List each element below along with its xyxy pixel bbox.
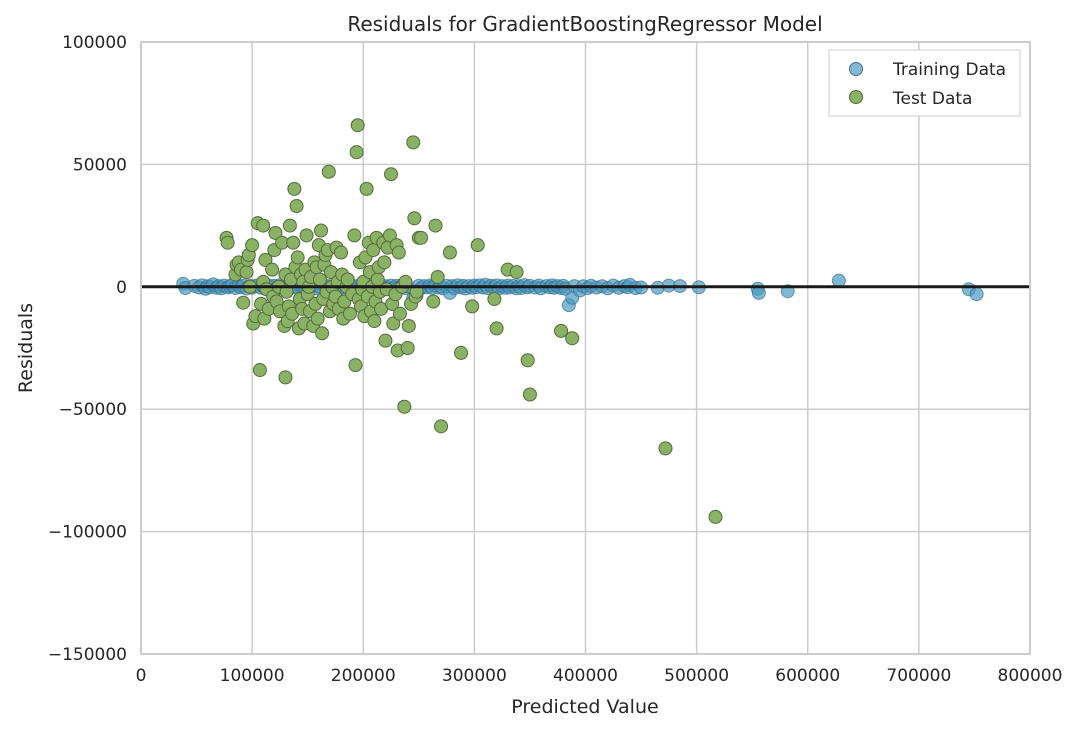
test-point [342,306,357,321]
test-point [239,265,254,280]
test-point [256,218,271,233]
test-point [434,419,449,434]
test-point [470,238,485,253]
x-tick-label: 700000 [886,666,951,686]
test-point [384,167,399,182]
x-tick-label: 200000 [331,666,396,686]
training-point [969,287,984,302]
training-point [751,285,766,300]
y-tick-label: 50000 [73,155,127,175]
test-point [334,245,349,260]
plot-frame [140,41,1031,655]
test-point [278,370,293,385]
test-point [314,223,329,238]
test-point [554,323,569,338]
x-tick-label: 300000 [442,666,507,686]
training-point [831,273,846,288]
test-point [268,225,283,240]
test-point [236,295,251,310]
test-point [290,250,305,265]
test-point [252,363,267,378]
legend-label-test: Test Data [892,89,972,109]
test-point [522,387,537,402]
test-point [407,211,422,226]
test-point [409,284,424,299]
test-point [258,252,273,267]
test-point [279,284,294,299]
test-point [312,272,327,287]
legend-marker-test [849,90,863,104]
x-tick-label: 400000 [553,666,618,686]
y-tick-label: 100000 [62,33,127,53]
test-point [377,255,392,270]
test-point [315,326,330,341]
y-tick-label: −100000 [48,523,127,543]
test-point [442,245,457,260]
test-point [382,228,397,243]
test-point [386,316,401,331]
x-tick-labels: 0 100000 200000 300000 400000 500000 600000 700… [136,666,1063,686]
chart-title: Residuals for GradientBoostingRegressor … [347,12,822,36]
test-point [265,262,280,277]
test-point [347,228,362,243]
test-point [509,265,524,280]
test-point [310,311,325,326]
test-point [349,145,364,160]
test-point [282,218,297,233]
test-point [348,358,363,373]
test-point [391,245,406,260]
x-tick-label: 500000 [664,666,729,686]
test-point [286,235,301,250]
x-tick-label: 100000 [220,666,285,686]
x-axis-title: Predicted Value [511,696,658,718]
test-point [520,353,535,368]
test-point [340,272,355,287]
test-point [401,318,416,333]
test-data-points [219,118,723,524]
test-point [487,292,502,307]
test-point [414,230,429,245]
test-point [287,181,302,196]
test-point [400,341,415,355]
test-point [454,345,469,360]
test-point [708,509,723,524]
legend-marker-training [849,62,863,76]
test-point [398,274,413,289]
test-point [378,333,393,348]
test-point [350,118,365,133]
test-point [245,238,260,253]
y-axis-title: Residuals [15,303,37,393]
legend-label-training: Training Data [892,60,1006,80]
x-tick-label: 800000 [998,666,1063,686]
x-tick-label: 600000 [775,666,840,686]
test-point [658,441,673,456]
test-point [465,299,480,314]
y-tick-label: −50000 [59,400,127,420]
test-point [367,314,382,329]
y-tick-label: 0 [116,278,127,298]
test-point [359,181,374,196]
test-point [392,306,407,321]
test-point [565,331,580,346]
y-tick-labels: −150000 −100000 −50000 0 50000 100000 [48,33,127,665]
test-point [299,228,314,243]
test-point [289,199,304,214]
test-point [220,235,235,250]
test-point [426,294,441,309]
test-point [430,270,445,285]
test-point [397,399,412,414]
test-point [428,218,443,233]
test-point [321,164,336,179]
x-tick-label: 0 [136,666,147,686]
test-point [406,135,421,150]
test-point [489,321,504,336]
y-tick-label: −150000 [48,645,127,665]
legend: Training Data Test Data [828,49,1021,117]
legend-box [828,49,1021,117]
